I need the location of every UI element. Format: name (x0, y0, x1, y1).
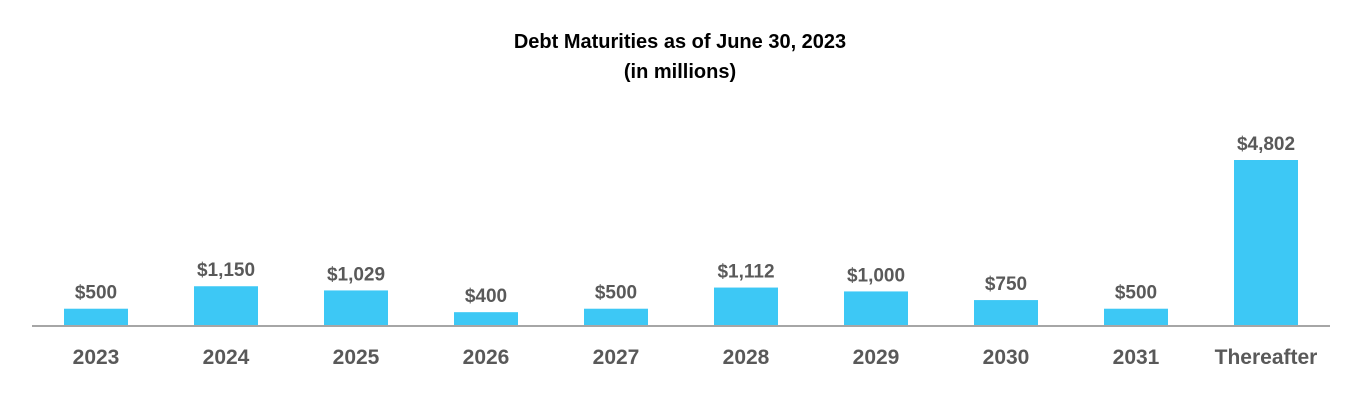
bar-2023 (64, 308, 128, 326)
data-label-2029: $1,000 (847, 265, 905, 286)
category-label-2027: 2027 (593, 346, 640, 369)
data-labels: $500 $1,150 $1,029 $400 $500 $1,112 $1,000 $750… (75, 134, 1295, 307)
data-label-2024: $1,150 (197, 260, 255, 281)
chart-title: Debt Maturities as of June 30, 2023 (514, 31, 846, 53)
data-label-thereafter: $4,802 (1237, 134, 1295, 155)
bar-2027 (584, 308, 648, 326)
bar-2025 (324, 290, 388, 326)
bar-2031 (1104, 308, 1168, 326)
category-label-2023: 2023 (73, 346, 120, 369)
category-label-2029: 2029 (853, 346, 900, 369)
category-labels: 2023 2024 2025 2026 2027 2028 2029 2030 2031 Ther… (73, 346, 1318, 369)
data-label-2023: $500 (75, 283, 117, 304)
data-label-2027: $500 (595, 283, 637, 304)
bar-2029 (844, 291, 908, 326)
category-label-2030: 2030 (983, 346, 1030, 369)
category-label-2028: 2028 (723, 346, 770, 369)
bar-2026 (454, 312, 518, 326)
data-label-2028: $1,112 (717, 262, 774, 283)
data-label-2025: $1,029 (327, 264, 385, 285)
bar-2028 (714, 287, 778, 326)
data-label-2031: $500 (1115, 283, 1157, 304)
category-label-2026: 2026 (463, 346, 510, 369)
data-label-2030: $750 (985, 274, 1027, 295)
category-label-2025: 2025 (333, 346, 380, 369)
data-label-2026: $400 (465, 286, 507, 307)
chart-subtitle: (in millions) (624, 61, 736, 83)
category-label-2031: 2031 (1113, 346, 1160, 369)
category-label-2024: 2024 (203, 346, 250, 369)
bar-2024 (194, 286, 258, 326)
bar-2030 (974, 300, 1038, 326)
bars (64, 160, 1298, 326)
category-label-thereafter: Thereafter (1215, 346, 1318, 369)
bar-thereafter (1234, 160, 1298, 326)
